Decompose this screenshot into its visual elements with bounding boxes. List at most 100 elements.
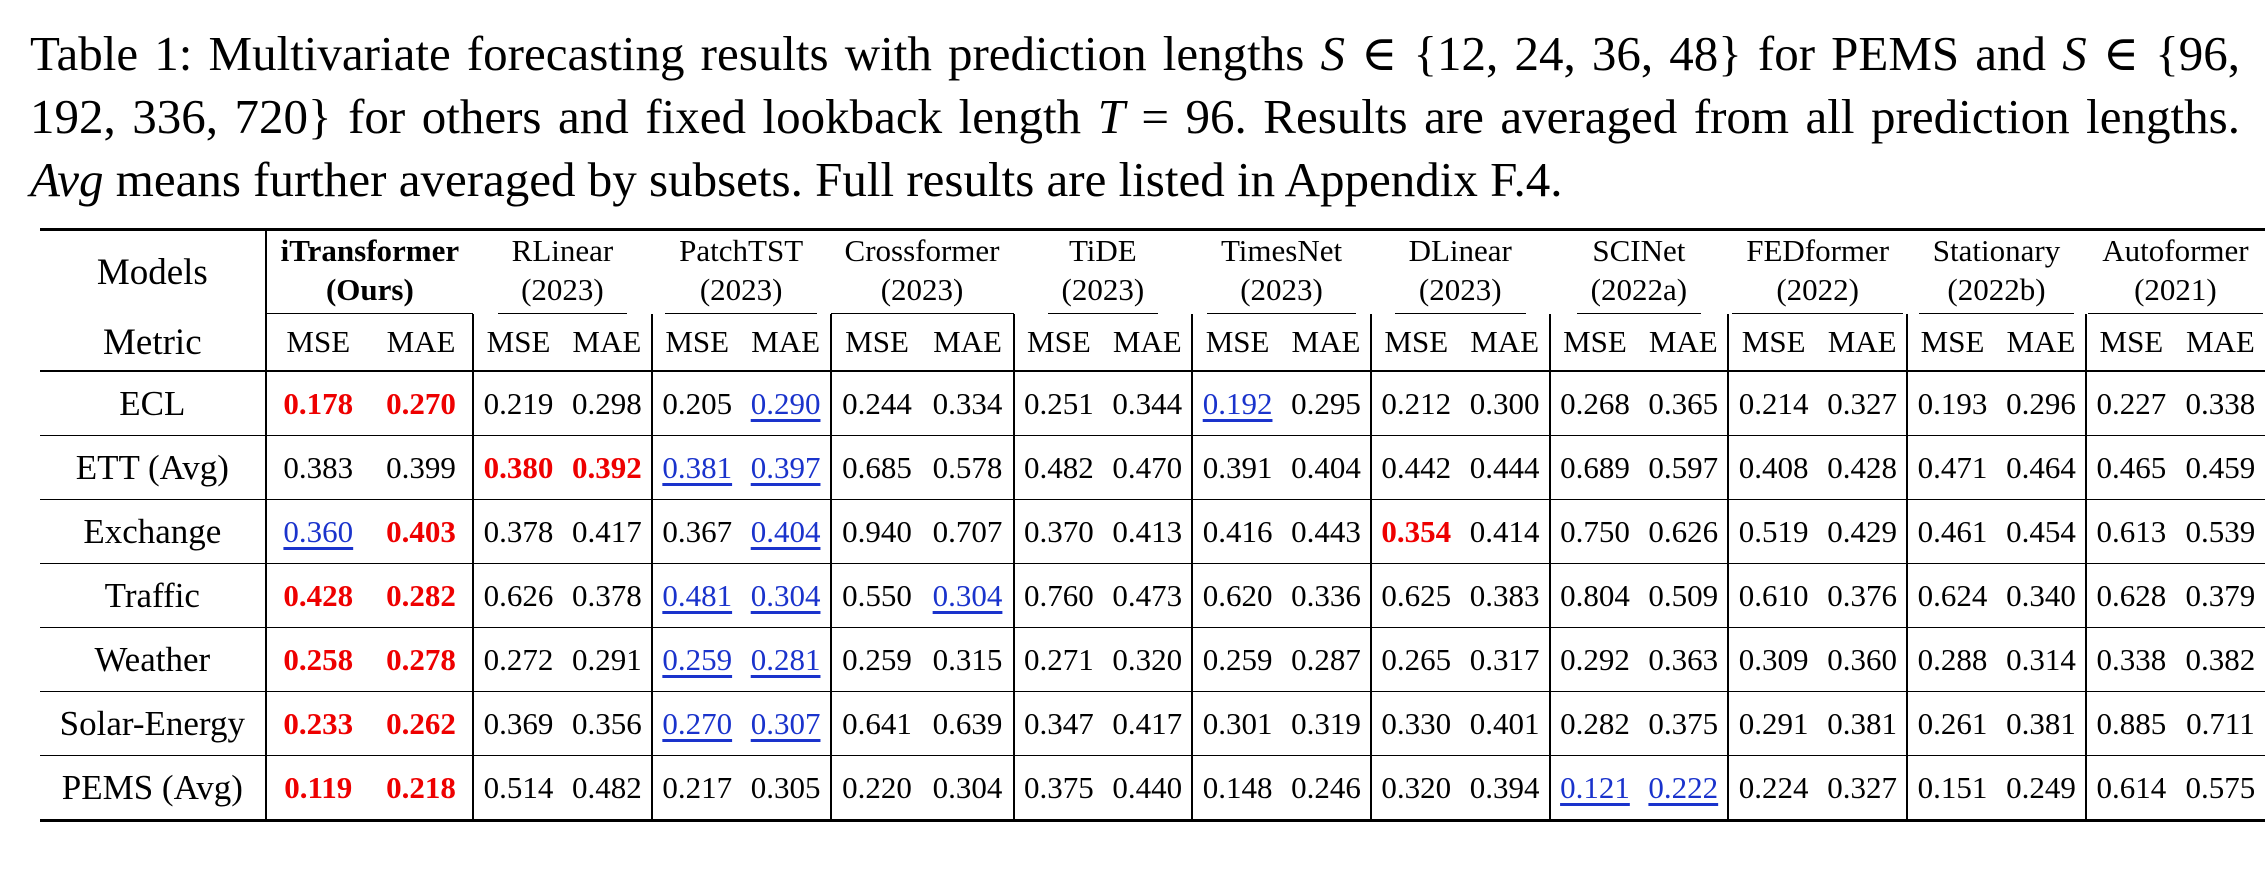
value: 0.246 [1291, 769, 1361, 805]
model-year: (2023) [521, 272, 604, 307]
value-cell: 0.270 [369, 370, 474, 436]
value: 0.707 [932, 513, 1003, 549]
value-cell: 0.369 [472, 691, 563, 756]
value: 0.641 [842, 705, 912, 741]
best-value: 0.119 [284, 769, 353, 805]
value-cell: 0.416 [1191, 499, 1283, 564]
value-cell: 0.320 [1369, 755, 1461, 822]
value: 0.317 [1469, 641, 1540, 677]
value-cell: 0.354 [1369, 499, 1461, 564]
value-cell: 0.399 [369, 435, 474, 500]
best-value: 0.282 [386, 577, 456, 613]
model-header: FEDformer (2022) [1728, 228, 1908, 314]
value-cell: 0.214 [1727, 370, 1819, 436]
value-cell: 0.689 [1548, 435, 1640, 500]
value-cell: 0.382 [2175, 627, 2265, 692]
second-best-value: 0.121 [1560, 769, 1630, 805]
value-cell: 0.470 [1103, 435, 1193, 500]
value-cell: 0.481 [650, 563, 742, 628]
value: 0.381 [2006, 705, 2076, 741]
value-cell: 0.233 [264, 691, 370, 756]
value-cell: 0.344 [1103, 370, 1193, 436]
model-year: (2022) [1776, 272, 1859, 307]
value: 0.443 [1291, 513, 1361, 549]
value-cell: 0.620 [1191, 563, 1283, 628]
value: 0.885 [2096, 705, 2167, 741]
table-row: PEMS (Avg) 0.119 0.218 0.514 0.482 0.217 0.305… [40, 755, 2265, 822]
value: 0.344 [1112, 385, 1183, 421]
value-cell: 0.265 [1369, 627, 1461, 692]
value: 0.336 [1291, 577, 1361, 613]
value: 0.367 [662, 513, 733, 549]
model-year: (2023) [880, 272, 964, 307]
value: 0.251 [1024, 385, 1094, 421]
value-cell: 0.315 [922, 627, 1014, 692]
value-cell: 0.885 [2084, 691, 2176, 756]
metric-header: MAE [2006, 324, 2076, 359]
dataset-label: ETT (Avg) [40, 435, 266, 500]
value: 0.224 [1738, 769, 1809, 805]
model-header: DLinear (2023) [1370, 228, 1550, 314]
value: 0.461 [1917, 513, 1988, 549]
value: 0.338 [2096, 641, 2167, 677]
value: 0.376 [1827, 577, 1897, 613]
value: 0.804 [1560, 577, 1630, 613]
value-cell: 0.365 [1639, 370, 1729, 436]
value-cell: 0.309 [1727, 627, 1819, 692]
value: 0.375 [1024, 769, 1094, 805]
value: 0.760 [1024, 577, 1094, 613]
value-cell: 0.428 [1818, 435, 1908, 500]
metric-header: MAE [751, 324, 821, 359]
value-cell: 0.224 [1727, 755, 1819, 822]
value-cell: 0.444 [1460, 435, 1550, 500]
value: 0.442 [1381, 449, 1452, 485]
value-cell: 0.403 [369, 499, 474, 564]
best-value: 0.270 [386, 385, 456, 421]
value: 0.347 [1024, 705, 1094, 741]
value: 0.319 [1291, 705, 1361, 741]
model-name-block: FEDformer (2022) [1732, 231, 1904, 314]
value-cell: 0.442 [1369, 435, 1461, 500]
value: 0.626 [1648, 513, 1719, 549]
results-table: Models iTransformer (Ours) RLinear (2023) Pat… [40, 228, 2265, 822]
value: 0.369 [483, 705, 554, 741]
value: 0.259 [1202, 641, 1273, 677]
value-cell: 0.760 [1012, 563, 1104, 628]
metric-header: MSE [2084, 314, 2176, 371]
value-cell: 0.296 [1997, 370, 2086, 436]
value: 0.383 [1469, 577, 1540, 613]
value-cell: 0.628 [2084, 563, 2176, 628]
value: 0.327 [1827, 385, 1897, 421]
value-cell: 0.363 [1639, 627, 1729, 692]
model-year: (2022b) [1947, 272, 2046, 307]
model-name-block: SCINet (2022a) [1576, 231, 1702, 314]
value: 0.268 [1560, 385, 1630, 421]
value: 0.259 [842, 641, 912, 677]
model-name-block: Crossformer (2023) [830, 231, 1014, 314]
value-cell: 0.610 [1727, 563, 1819, 628]
value-cell: 0.119 [264, 755, 370, 822]
value-cell: 0.300 [1460, 370, 1550, 436]
value: 0.151 [1917, 769, 1988, 805]
model-header: iTransformer (Ours) [264, 228, 474, 314]
value-cell: 0.219 [472, 370, 563, 436]
value-cell: 0.327 [1818, 370, 1908, 436]
value-cell: 0.220 [829, 755, 923, 822]
second-best-value: 0.192 [1202, 385, 1273, 421]
second-best-value: 0.270 [662, 705, 733, 741]
best-value: 0.233 [283, 705, 354, 741]
value-cell: 0.375 [1639, 691, 1729, 756]
value: 0.470 [1112, 449, 1183, 485]
value: 0.417 [571, 513, 642, 549]
value: 0.220 [842, 769, 912, 805]
table-row: Weather 0.258 0.278 0.272 0.291 0.259 0.281 0.2… [40, 627, 2265, 692]
value: 0.288 [1917, 641, 1988, 677]
value-cell: 0.338 [2175, 370, 2265, 436]
value: 0.444 [1469, 449, 1540, 485]
value-cell: 0.378 [562, 563, 652, 628]
value: 0.304 [932, 769, 1003, 805]
value-cell: 0.340 [1997, 563, 2086, 628]
value: 0.356 [571, 705, 642, 741]
value-cell: 0.383 [264, 435, 370, 500]
value: 0.327 [1827, 769, 1897, 805]
